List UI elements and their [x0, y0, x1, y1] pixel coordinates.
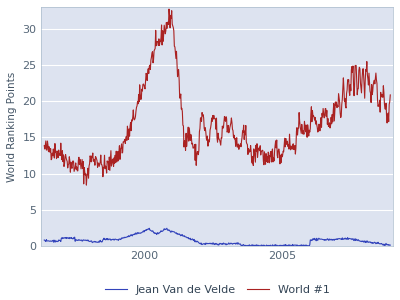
- World #1: [42, 144, 47, 148]
- Jean Van de Velde: [42, 238, 47, 242]
- World #1: [135, 104, 140, 108]
- Jean Van de Velde: [388, 243, 393, 247]
- World #1: [314, 123, 319, 126]
- Line: World #1: World #1: [44, 9, 390, 185]
- World #1: [288, 148, 293, 152]
- World #1: [388, 93, 393, 97]
- Jean Van de Velde: [288, 243, 293, 247]
- Jean Van de Velde: [244, 244, 249, 248]
- Line: Jean Van de Velde: Jean Van de Velde: [44, 228, 390, 246]
- Jean Van de Velde: [314, 236, 319, 240]
- World #1: [84, 183, 89, 187]
- Jean Van de Velde: [265, 244, 270, 248]
- World #1: [167, 7, 172, 11]
- World #1: [265, 155, 270, 158]
- Jean Van de Velde: [147, 226, 152, 230]
- World #1: [215, 136, 220, 139]
- Y-axis label: World Ranking Points: World Ranking Points: [7, 71, 17, 182]
- Jean Van de Velde: [134, 232, 139, 236]
- World #1: [283, 136, 288, 140]
- Jean Van de Velde: [283, 244, 288, 247]
- Jean Van de Velde: [214, 242, 219, 246]
- Legend: Jean Van de Velde, World #1: Jean Van de Velde, World #1: [100, 280, 334, 299]
